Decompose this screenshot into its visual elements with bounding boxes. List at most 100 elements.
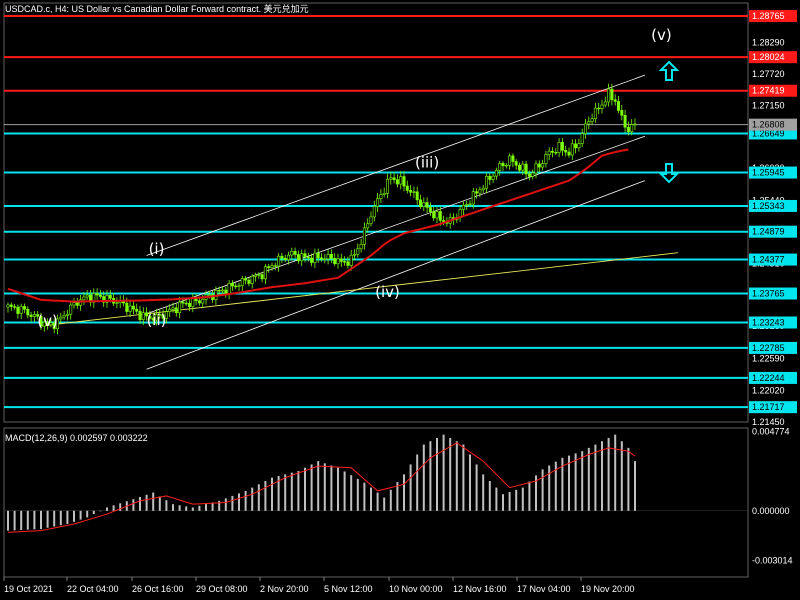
hollow-up-arrow-icon <box>658 60 680 81</box>
macd-histogram-bar <box>73 510 75 522</box>
candle-body <box>550 150 554 153</box>
macd-histogram-bar <box>238 493 240 511</box>
candle-body <box>171 307 175 310</box>
candle-body <box>181 301 185 304</box>
candle-body <box>356 248 360 255</box>
macd-histogram-bar <box>488 480 491 511</box>
candle-body <box>541 163 545 168</box>
price-axis-label: 1.22590 <box>752 354 785 364</box>
macd-histogram-bar <box>462 444 465 511</box>
macd-histogram-bar <box>86 510 89 518</box>
candle-body <box>283 257 287 261</box>
candle-body <box>164 311 168 319</box>
candle-body <box>554 152 558 154</box>
macd-histogram-bar <box>502 494 504 511</box>
support-price-tag <box>749 225 797 238</box>
resistance-price-label: 1.28765 <box>752 11 785 21</box>
macd-histogram-bar <box>297 471 300 511</box>
macd-histogram-bar <box>139 496 141 511</box>
support-price-label: 1.25945 <box>752 168 785 178</box>
support-price-label: 1.24879 <box>752 227 785 237</box>
candle-body <box>128 305 132 312</box>
macd-histogram-bar <box>158 496 161 511</box>
macd-histogram-bar <box>442 434 445 511</box>
candle-body <box>402 176 406 187</box>
macd-histogram-bar <box>277 476 280 511</box>
candle-body <box>201 299 205 304</box>
support-price-label: 1.24377 <box>752 255 785 265</box>
macd-histogram-bar <box>568 455 570 511</box>
candle-body <box>257 274 261 276</box>
candle-body <box>432 211 436 219</box>
candle-body <box>415 191 419 201</box>
candle-body <box>105 295 109 303</box>
macd-histogram-bar <box>271 477 273 511</box>
candle-body <box>537 163 541 168</box>
candle-body <box>85 294 89 298</box>
candle-body <box>125 302 129 312</box>
candle-body <box>260 274 264 280</box>
candle-body <box>145 312 149 317</box>
candle-body <box>336 258 340 265</box>
macd-histogram-bar <box>515 489 518 511</box>
support-price-label: 1.23765 <box>752 289 785 299</box>
macd-histogram-bar <box>132 499 135 511</box>
candle-body <box>138 310 142 320</box>
macd-histogram-bar <box>475 464 478 511</box>
macd-histogram-bar <box>13 510 16 531</box>
candle-body <box>168 309 172 312</box>
support-price-tag <box>749 287 797 300</box>
macd-histogram-bar <box>198 505 201 511</box>
candle-body <box>227 283 231 295</box>
candle-body <box>290 251 294 256</box>
support-price-tag <box>749 166 797 179</box>
macd-histogram-bar <box>40 510 42 529</box>
macd-histogram-bar <box>106 507 108 511</box>
candle-body <box>527 173 531 177</box>
macd-histogram-bar <box>99 510 102 512</box>
candle-body <box>412 191 416 193</box>
candle-body <box>141 312 145 320</box>
candle-body <box>197 300 201 304</box>
wave-label: (ii) <box>146 311 166 329</box>
candle-body <box>13 306 17 308</box>
wave-label: (i) <box>149 240 165 258</box>
macd-histogram-bar <box>356 478 359 511</box>
candle-body <box>72 302 76 306</box>
candle-body <box>29 314 33 317</box>
candle-body <box>82 296 86 301</box>
resistance-price-label: 1.27419 <box>752 86 785 96</box>
candle-body <box>221 289 225 292</box>
candle-body <box>316 252 320 259</box>
candle-body <box>224 289 228 295</box>
macd-histogram-bar <box>310 464 313 511</box>
macd-histogram-bar <box>145 494 148 511</box>
macd-histogram-bar <box>59 510 62 526</box>
candle-body <box>158 314 162 316</box>
macd-histogram-bar <box>376 492 379 511</box>
time-axis-label: 29 Oct 08:00 <box>196 584 248 594</box>
candle-body <box>254 274 258 277</box>
support-price-tag <box>749 341 797 354</box>
candle-body <box>389 177 393 180</box>
candle-body <box>372 206 376 218</box>
candle-body <box>475 191 479 194</box>
candle-body <box>115 302 119 304</box>
candle-body <box>428 207 432 212</box>
candle-body <box>359 244 363 250</box>
macd-histogram-bar <box>304 467 306 511</box>
candle-body <box>329 254 333 259</box>
upper-channel-line <box>146 74 646 256</box>
candle-body <box>395 179 399 185</box>
candle-body <box>240 278 244 286</box>
current-price-label: 1.26808 <box>752 120 785 130</box>
candle-body <box>286 254 290 261</box>
candle-body <box>547 150 551 155</box>
candle-body <box>623 114 627 128</box>
macd-histogram-bar <box>224 498 227 511</box>
candle-body <box>491 175 495 180</box>
candle-body <box>108 295 112 299</box>
macd-histogram-bar <box>66 510 69 525</box>
candle-body <box>296 254 300 262</box>
